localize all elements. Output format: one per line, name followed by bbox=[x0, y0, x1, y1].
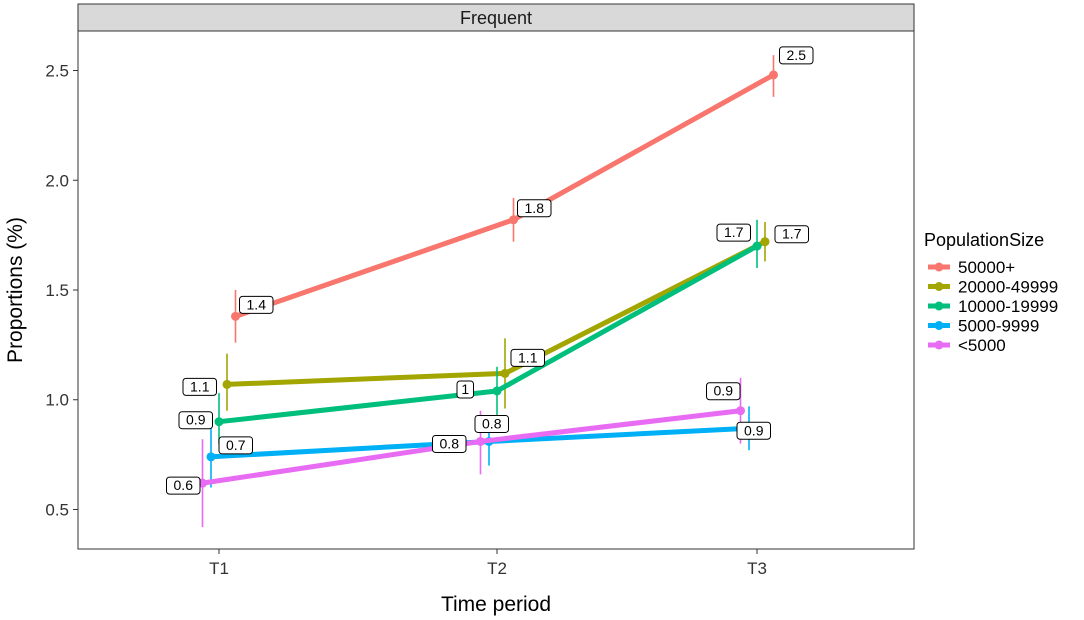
data-label-text: 1 bbox=[461, 381, 469, 397]
series-20000-49999 bbox=[222, 221, 770, 411]
legend-label: 5000-9999 bbox=[958, 317, 1039, 336]
x-axis-title: Time period bbox=[441, 593, 551, 616]
data-label-text: 0.9 bbox=[714, 383, 734, 399]
y-tick-label: 0.5 bbox=[45, 500, 69, 519]
data-label-text: 1.7 bbox=[724, 224, 744, 240]
legend-label: 20000-49999 bbox=[958, 278, 1058, 297]
x-axis: T1 T2 T3 bbox=[209, 549, 767, 578]
data-label-text: 0.7 bbox=[226, 437, 246, 453]
x-tick-label: T3 bbox=[747, 559, 767, 578]
data-label: 0.9 bbox=[178, 411, 213, 430]
data-label: 0.8 bbox=[474, 414, 509, 433]
legend-item-50000: 50000+ bbox=[928, 258, 1015, 277]
legend-item-5000-9999: 5000-9999 bbox=[928, 317, 1039, 336]
legend-item-20000-49999: 20000-49999 bbox=[928, 278, 1058, 297]
y-tick-label: 2.5 bbox=[45, 62, 69, 81]
facet-title: Frequent bbox=[460, 8, 532, 28]
data-label-text: 0.8 bbox=[440, 435, 460, 451]
data-label: 0.7 bbox=[218, 436, 253, 455]
data-point bbox=[214, 417, 224, 427]
data-label: 1.1 bbox=[510, 348, 545, 367]
y-tick-label: 1.0 bbox=[45, 391, 69, 410]
legend-key-point bbox=[934, 262, 944, 272]
data-point bbox=[769, 70, 778, 80]
plot-panel bbox=[77, 30, 915, 550]
x-tick-label: T1 bbox=[209, 559, 229, 578]
y-tick-label: 2.0 bbox=[45, 171, 69, 190]
data-label: 0.9 bbox=[736, 421, 771, 440]
data-label: 1.7 bbox=[716, 223, 751, 242]
legend-label: <5000 bbox=[958, 336, 1006, 355]
data-point bbox=[222, 379, 232, 389]
data-label: 2.5 bbox=[779, 46, 814, 65]
data-label: 0.8 bbox=[432, 434, 467, 453]
data-label: 1.4 bbox=[239, 295, 274, 314]
data-point bbox=[736, 406, 745, 416]
data-label: 0.6 bbox=[166, 476, 201, 495]
data-point bbox=[492, 386, 502, 396]
data-point bbox=[509, 215, 518, 225]
legend-label: 10000-19999 bbox=[958, 297, 1058, 316]
data-label-text: 1.7 bbox=[782, 226, 802, 242]
data-point bbox=[206, 452, 216, 462]
legend-item-10000-19999: 10000-19999 bbox=[928, 297, 1058, 316]
data-point bbox=[760, 237, 770, 247]
x-tick-label: T2 bbox=[487, 559, 507, 578]
data-label-text: 0.9 bbox=[744, 422, 764, 438]
data-label: 1.7 bbox=[774, 225, 809, 244]
series-10000-19999 bbox=[214, 219, 762, 444]
data-label-text: 0.9 bbox=[186, 412, 206, 428]
data-label-text: 1.1 bbox=[190, 378, 210, 394]
y-tick-label: 1.5 bbox=[45, 281, 69, 300]
data-label-text: 1.1 bbox=[518, 349, 538, 365]
series-50000 bbox=[231, 55, 778, 343]
data-label-text: 1.4 bbox=[247, 296, 267, 312]
data-point bbox=[500, 368, 510, 378]
legend-key-point bbox=[934, 301, 944, 311]
legend-title: PopulationSize bbox=[924, 230, 1044, 250]
legend-key-point bbox=[934, 282, 944, 291]
legend-item-5000: <5000 bbox=[928, 336, 1006, 355]
data-label: 1.8 bbox=[517, 199, 552, 218]
data-label-text: 0.6 bbox=[174, 477, 194, 493]
data-label-layer: 1.4 1.8 2.5 1.1 1.1 1.7 0.9 1 1.7 0.7 0.8 0.9 0.6 0.8… bbox=[166, 46, 814, 495]
legend: PopulationSize 50000+20000-4999910000-19… bbox=[924, 230, 1058, 355]
data-label: 1 bbox=[456, 380, 474, 399]
data-label-text: 0.8 bbox=[482, 415, 502, 431]
data-label: 0.9 bbox=[706, 382, 741, 401]
legend-label: 50000+ bbox=[958, 258, 1015, 277]
data-label-text: 2.5 bbox=[787, 47, 807, 63]
legend-key-point bbox=[934, 340, 944, 350]
data-label-text: 1.8 bbox=[525, 200, 545, 216]
data-point bbox=[231, 311, 240, 321]
legend-key-point bbox=[934, 321, 944, 330]
facet-strip: Frequent bbox=[77, 3, 915, 32]
series-layer bbox=[198, 55, 778, 528]
y-axis: 0.5 1.0 1.5 2.0 2.5 bbox=[45, 62, 78, 519]
data-point bbox=[752, 241, 762, 251]
y-axis-title: Proportions (%) bbox=[4, 217, 27, 363]
data-label: 1.1 bbox=[182, 377, 217, 396]
data-point bbox=[476, 436, 485, 446]
